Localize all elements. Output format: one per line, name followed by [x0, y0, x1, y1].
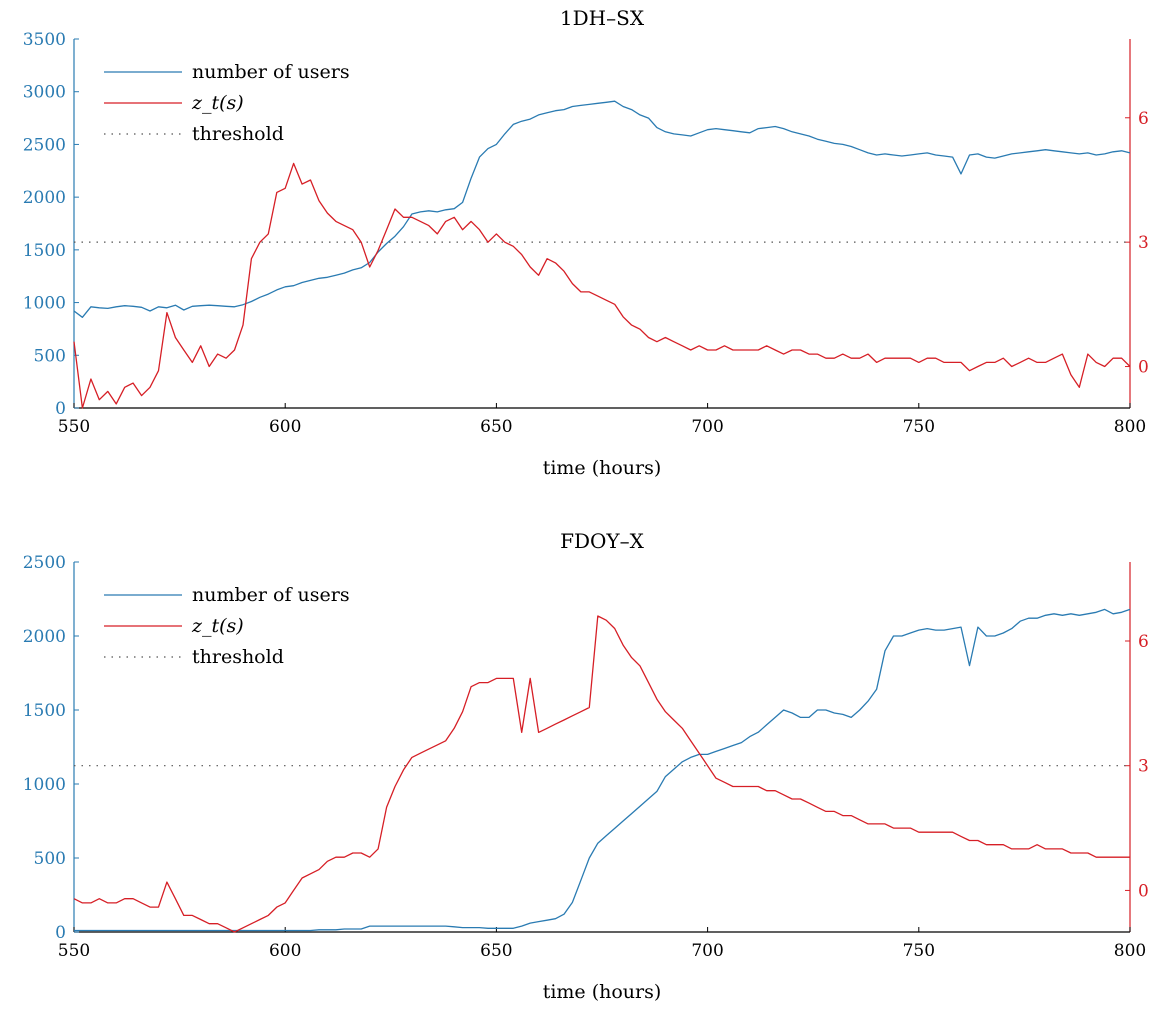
y-left-tick-label: 500	[34, 849, 66, 869]
y-right-tick-label: 6	[1138, 109, 1149, 129]
chart-fdoy-x: FDOY–X 550 600 650 700 750 800 0 500 1000 1500 2000…	[23, 529, 1149, 1003]
chart-title: 1DH–SX	[560, 6, 645, 30]
y-left-tick-label: 0	[55, 923, 66, 943]
y-left-tick-label: 3500	[23, 30, 66, 50]
chart-1dh-sx: 1DH–SX 550 600 650 700 750 800 0 500 1000 1500 2000…	[23, 6, 1149, 479]
series-z-line	[73, 615, 1130, 933]
y-left-tick-label: 1000	[23, 775, 66, 795]
y-left-tick-label: 3000	[23, 83, 66, 103]
x-tick-label: 550	[58, 941, 90, 961]
legend-threshold-label: threshold	[192, 646, 284, 668]
y-left-tick-label: 2500	[23, 135, 66, 155]
x-tick-label: 750	[903, 417, 935, 437]
series-users-line	[73, 100, 1131, 318]
x-tick-label: 800	[1114, 417, 1146, 437]
x-tick-label: 700	[691, 417, 723, 437]
y-right-tick-label: 3	[1138, 233, 1149, 253]
series-users-line	[74, 608, 1131, 932]
legend-z-label: z_t(s)	[191, 92, 244, 114]
x-tick-label: 800	[1114, 941, 1146, 961]
x-tick-label: 600	[269, 941, 301, 961]
series-z-line	[73, 162, 1131, 409]
x-tick-label: 650	[480, 417, 512, 437]
x-axis-label: time (hours)	[543, 457, 662, 479]
y-left-tick-label: 0	[55, 399, 66, 419]
x-tick-label: 600	[269, 417, 301, 437]
x-tick-label: 750	[903, 941, 935, 961]
y-left-tick-label: 1500	[23, 701, 66, 721]
x-tick-label: 700	[691, 941, 723, 961]
x-tick-label: 650	[480, 941, 512, 961]
legend-z-label: z_t(s)	[191, 615, 244, 637]
chart-title: FDOY–X	[560, 529, 645, 553]
y-left-tick-label: 1000	[23, 294, 66, 314]
y-left-tick-label: 2000	[23, 627, 66, 647]
y-left-tick-label: 2500	[23, 553, 66, 573]
y-right-tick-label: 6	[1138, 632, 1149, 652]
y-right-tick-label: 0	[1138, 358, 1149, 378]
x-tick-label: 550	[58, 417, 90, 437]
y-right-tick-label: 0	[1138, 881, 1149, 901]
y-right-tick-label: 3	[1138, 757, 1149, 777]
legend-users-label: number of users	[192, 584, 350, 606]
x-axis-label: time (hours)	[543, 981, 662, 1003]
legend-threshold-label: threshold	[192, 123, 284, 145]
y-left-tick-label: 2000	[23, 188, 66, 208]
legend-users-label: number of users	[192, 61, 350, 83]
y-left-tick-label: 500	[34, 346, 66, 366]
y-left-tick-label: 1500	[23, 241, 66, 261]
